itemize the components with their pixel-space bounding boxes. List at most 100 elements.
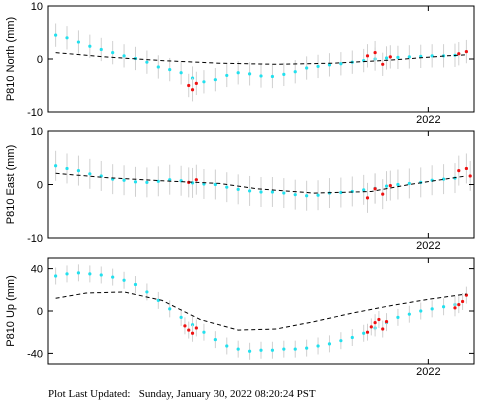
final-point [145,290,149,294]
rapid-point [384,320,389,324]
final-point [384,56,389,60]
final-point [259,74,263,78]
final-point [88,272,92,276]
final-point [247,349,252,353]
rapid-point [453,306,457,310]
rapid-series [187,39,468,102]
rapid-point [187,83,191,88]
final-point [293,193,297,197]
final-point [179,71,183,75]
final-point [430,307,434,311]
x-tick-label: 2022 [416,240,440,252]
rapid-point [388,183,392,188]
rapid-point [365,330,370,334]
rapid-point [194,81,198,85]
final-point [76,168,81,173]
final-point [76,271,81,275]
final-point [247,72,252,76]
rapid-point [194,326,198,330]
final-point [145,60,149,64]
y-tick-label: -40 [27,348,43,360]
rapid-point [468,174,472,178]
final-point [327,63,332,67]
rapid-point [187,328,191,332]
final-point [396,182,400,187]
final-point [270,348,275,352]
rapid-point [464,166,468,171]
x-tick-label: 2022 [416,114,440,126]
final-point [350,189,354,194]
final-point [282,72,286,76]
final-point [76,40,81,44]
final-point [65,36,69,40]
final-point [407,181,411,186]
final-point [305,194,309,198]
final-point [419,309,423,313]
final-point [122,178,126,182]
y-axis-label: P810 North (mm) [5,17,17,101]
rapid-series [183,286,468,342]
rapid-point [457,52,461,56]
final-series [54,264,457,360]
final-point [396,55,400,60]
final-point [236,71,240,75]
final-point [202,330,206,334]
model-curve [55,291,467,331]
final-point [339,62,343,66]
rapid-point [381,192,385,196]
final-point [316,344,320,348]
final-point [362,188,366,192]
rapid-point [190,88,195,92]
final-point [236,187,240,191]
final-point [339,339,343,343]
final-point [282,191,286,195]
footer-timestamp: Sunday, January 30, 2022 08:20:24 PST [138,388,316,400]
final-point [441,305,446,309]
final-point [88,44,92,48]
y-tick-label: 0 [37,180,43,192]
chart-panel-3: -40 0 40 2022 P810 Up (mm) [5,257,475,378]
final-point [122,54,126,58]
final-point [168,307,172,311]
final-point [316,64,320,69]
final-point [407,312,411,316]
final-point [133,180,138,184]
rapid-point [381,62,385,66]
rapid-point [388,55,392,59]
final-point [327,342,332,346]
rapid-point [464,49,468,54]
y-tick-label: -10 [27,107,43,119]
y-tick-label: 0 [37,306,43,318]
final-point [156,65,160,69]
final-point [293,70,297,74]
final-point [236,347,240,351]
rapid-point [377,317,381,322]
final-point [282,347,286,351]
final-point [145,180,149,184]
final-point [213,182,217,187]
y-axis-label: P810 East (mm) [5,145,17,224]
final-point [65,272,69,276]
plot-frame [47,5,475,113]
y-tick-label: 40 [31,264,43,276]
final-point [179,315,183,319]
final-point [156,179,160,183]
final-point [168,68,172,72]
final-point [213,78,217,82]
final-point [441,177,446,181]
final-point [225,344,229,348]
final-point [202,80,206,84]
rapid-point [381,327,385,331]
final-point [293,347,297,351]
y-tick-label: -10 [27,233,43,245]
final-point [430,54,434,58]
final-point [384,184,389,188]
final-point [270,74,275,79]
final-point [54,33,58,37]
final-point [213,338,217,342]
rapid-point [365,54,370,58]
final-point [407,55,411,59]
rapid-point [373,187,377,191]
final-point [259,348,263,352]
